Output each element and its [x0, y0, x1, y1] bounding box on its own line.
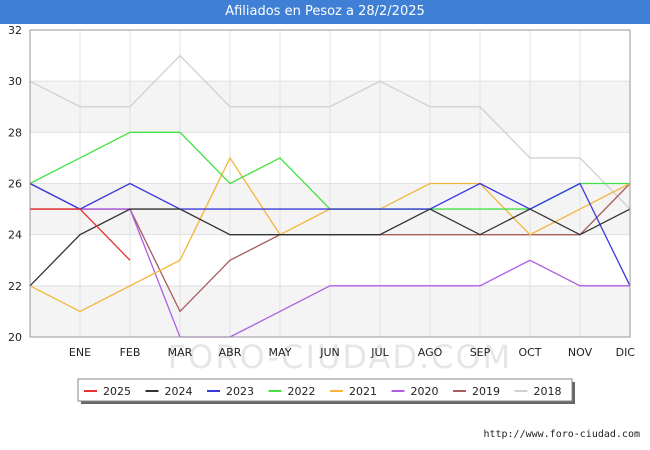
- y-tick-label: 24: [8, 229, 22, 242]
- legend-label-2024: 2024: [165, 385, 193, 398]
- series-line-2018: [29, 54, 631, 210]
- legend-label-2022: 2022: [288, 385, 316, 398]
- series-lines: [29, 54, 631, 338]
- chart-title: Afiliados en Pesoz a 28/2/2025: [0, 0, 650, 24]
- series-line-2024: [29, 208, 631, 287]
- legend: 2025 2024 2023 2022 2021 2020 2019 2018: [77, 378, 575, 404]
- y-axis: 20 22 24 26 28 30 32: [8, 24, 22, 344]
- y-tick-label: 20: [8, 331, 22, 344]
- x-tick-label: AGO: [418, 346, 443, 359]
- x-tick-label: SEP: [470, 346, 491, 359]
- legend-label-2018: 2018: [534, 385, 562, 398]
- legend-box: [77, 378, 573, 402]
- y-tick-label: 30: [8, 75, 22, 88]
- x-tick-label: ABR: [219, 346, 242, 359]
- y-tick-label: 28: [8, 126, 22, 139]
- y-tick-label: 26: [8, 178, 22, 191]
- x-tick-label: JUN: [319, 346, 340, 359]
- watermark: FORO-CIUDAD.COM: [168, 338, 513, 376]
- x-tick-label: JUL: [370, 346, 389, 359]
- legend-label-2019: 2019: [472, 385, 500, 398]
- legend-label-2025: 2025: [103, 385, 131, 398]
- legend-label-2021: 2021: [349, 385, 377, 398]
- x-tick-label: MAY: [269, 346, 292, 359]
- x-tick-label: DIC: [616, 346, 636, 359]
- x-tick-label: FEB: [120, 346, 141, 359]
- y-tick-label: 22: [8, 280, 22, 293]
- legend-label-2020: 2020: [411, 385, 439, 398]
- x-axis: ENE FEB MAR ABR MAY JUN JUL AGO SEP OCT NOV DIC: [69, 346, 635, 359]
- y-tick-label: 32: [8, 24, 22, 37]
- legend-label-2023: 2023: [226, 385, 254, 398]
- x-tick-label: ENE: [69, 346, 91, 359]
- footer-url[interactable]: http://www.foro-ciudad.com: [483, 429, 640, 440]
- x-tick-label: NOV: [568, 346, 593, 359]
- series-line-2025: [30, 208, 131, 261]
- x-tick-label: OCT: [518, 346, 541, 359]
- plot-border: [29, 29, 631, 338]
- x-tick-label: MAR: [168, 346, 193, 359]
